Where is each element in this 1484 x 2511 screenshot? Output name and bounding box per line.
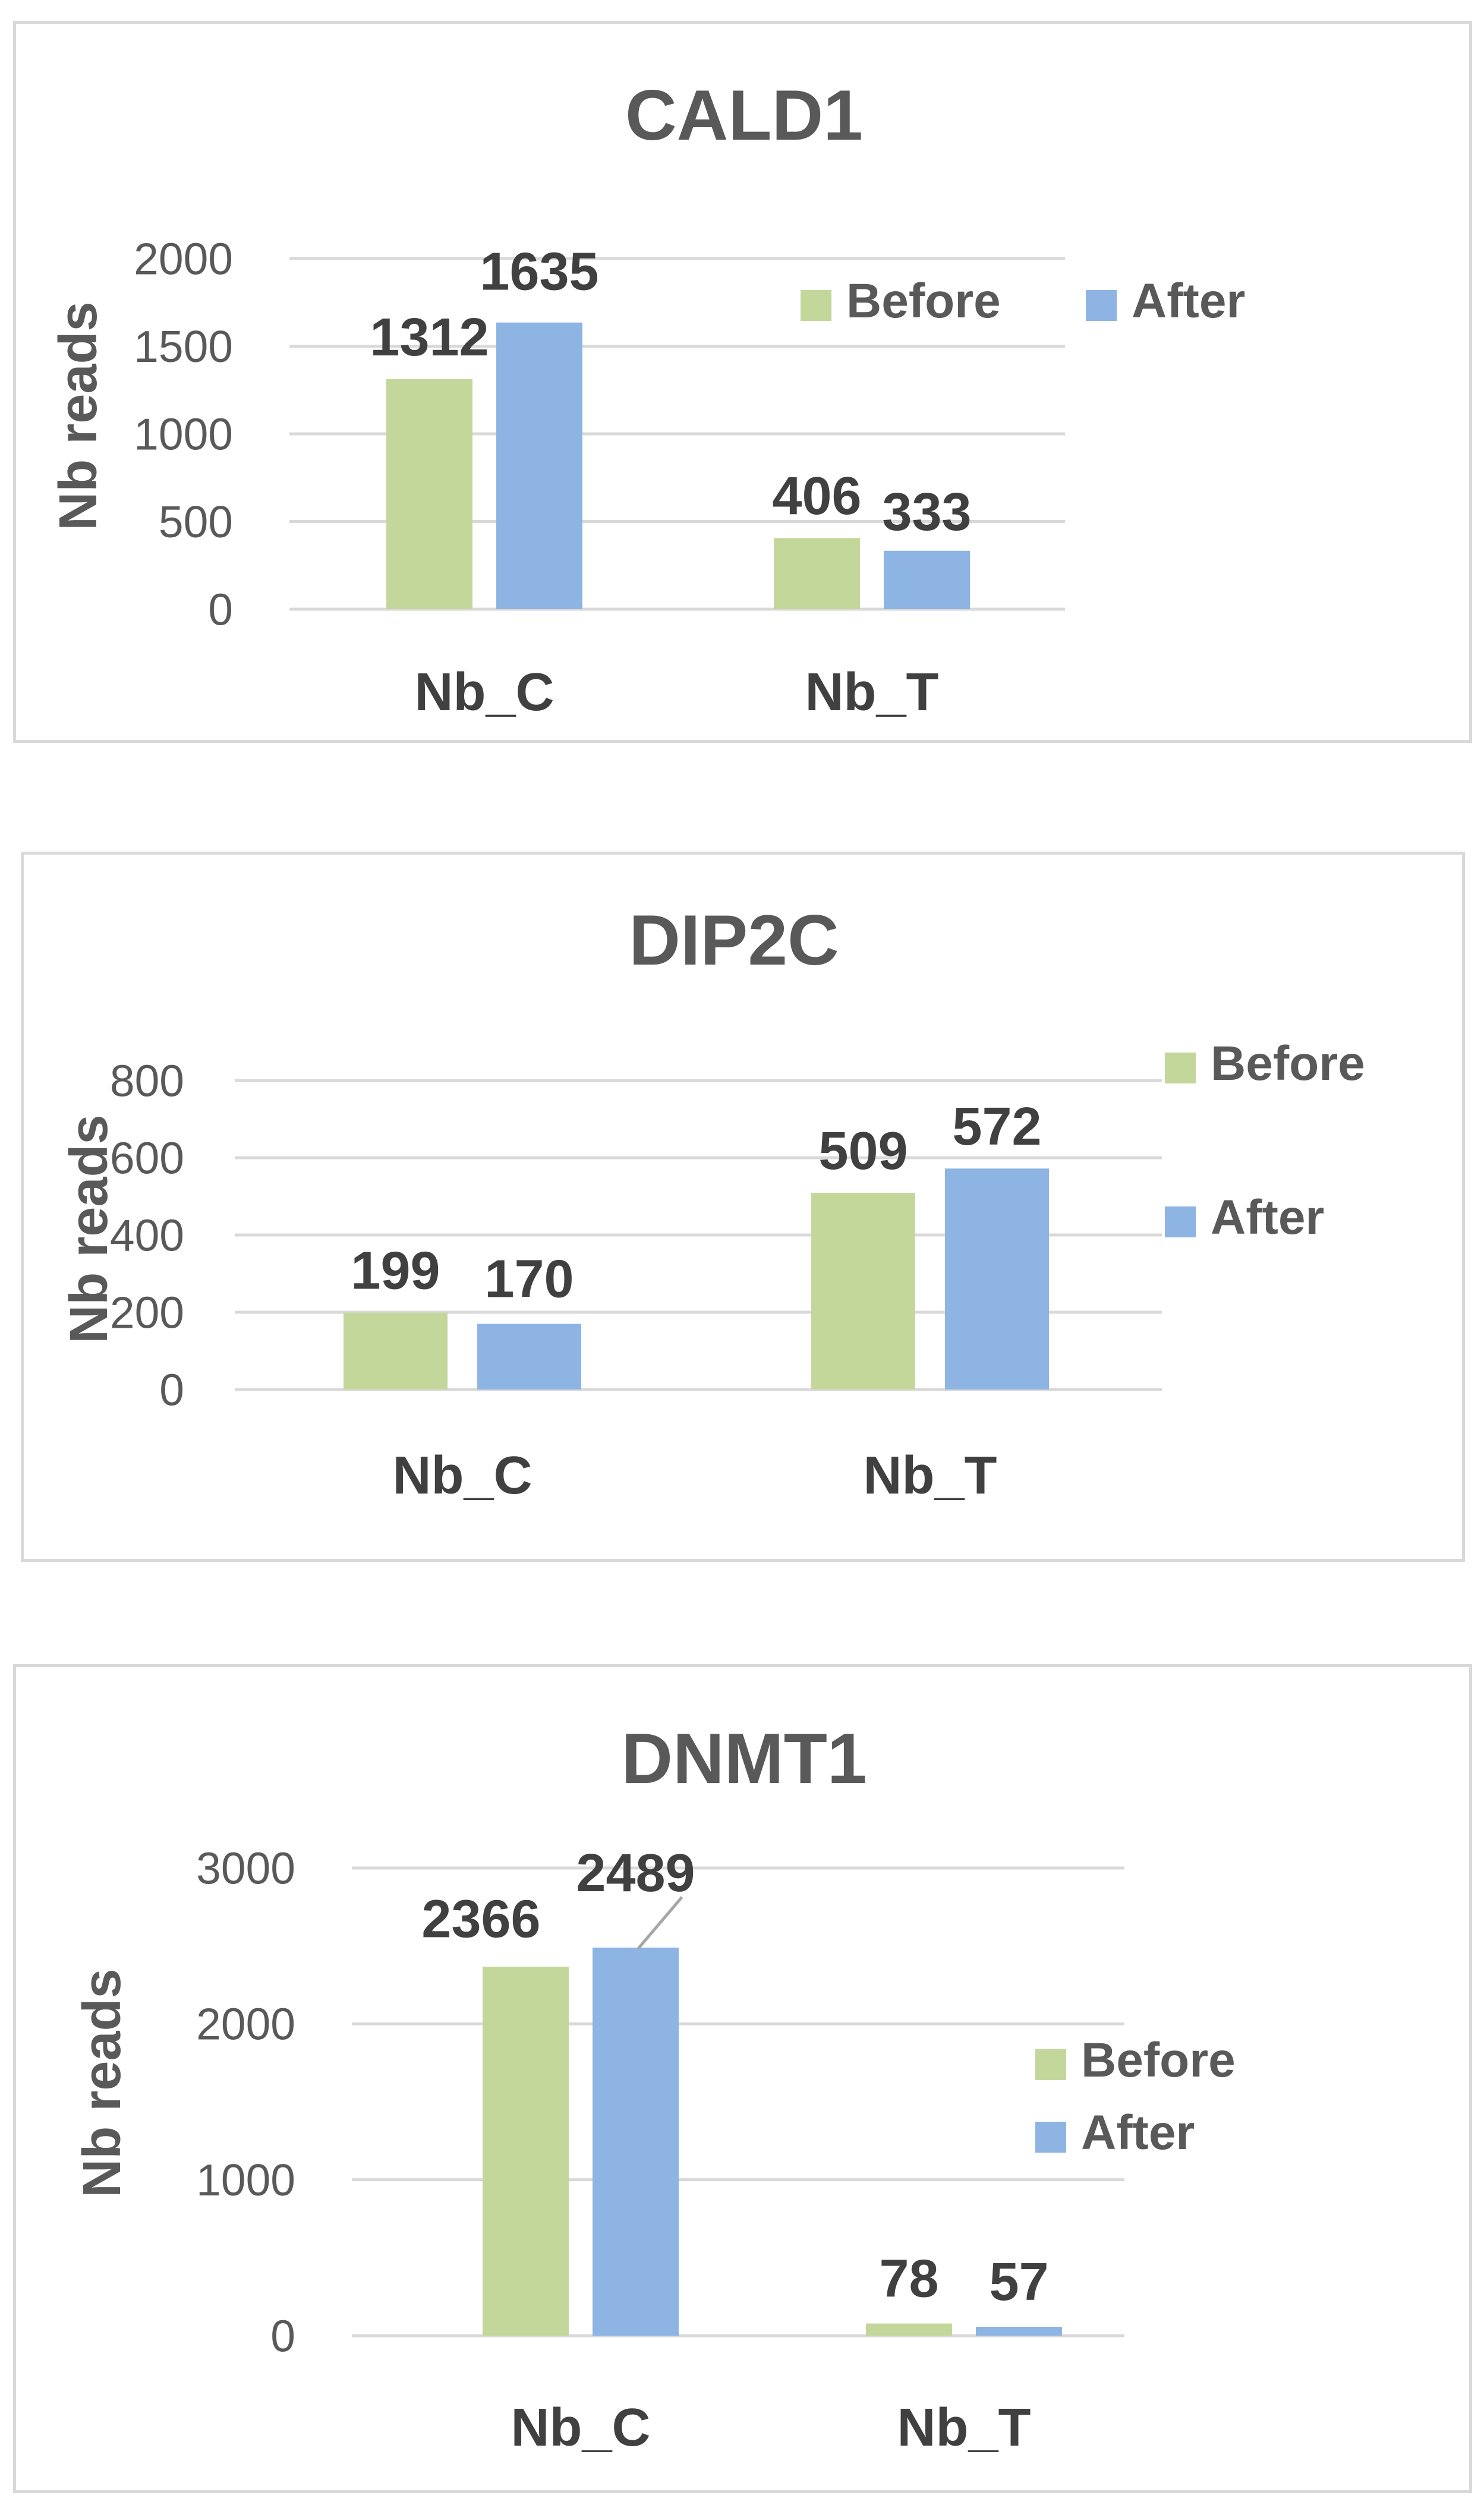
bar-before-nb-c [386,379,472,609]
legend-swatch-after [1035,2122,1066,2153]
bar-after-nb-t [976,2327,1062,2336]
bar-before-nb-t [811,1193,915,1390]
y-tick-label: 600 [110,1133,184,1183]
chart-title: CALD1 [625,75,863,155]
y-tick-label: 2000 [134,234,233,283]
bar-before-nb-c [344,1312,448,1390]
data-label-leader-line [637,1896,683,1950]
bar-after-nb-c [477,1324,581,1390]
bar-before-nb-t [774,538,860,609]
category-label: Nb_T [864,1446,997,1505]
category-label: Nb_T [897,2398,1031,2458]
legend-label-before: Before [1081,2033,1236,2087]
y-tick-label: 0 [208,584,233,634]
y-axis-label: Nb reads [73,1968,132,2197]
y-tick-label: 500 [159,497,233,547]
y-tick-label: 1000 [196,2155,295,2205]
y-tick-label: 1500 [134,322,233,371]
y-tick-label: 2000 [196,1999,295,2049]
data-label: 2366 [421,1889,540,1949]
legend-swatch-before [1165,1053,1196,1083]
data-label: 199 [351,1242,440,1301]
legend-label-after: After [1132,274,1245,328]
y-tick-label: 400 [110,1210,184,1260]
data-label: 509 [818,1121,908,1181]
chart-dip2c: DIP2C 0 200 400 600 800 Nb reads 199 170 Nb_C 509 5… [59,900,1365,1505]
data-label: 57 [989,2252,1048,2312]
legend-label-before: Before [846,274,1001,328]
y-tick-label: 0 [270,2311,295,2361]
category-label: Nb_T [805,663,939,722]
bar-before-nb-t [866,2323,952,2336]
data-label: 333 [882,483,971,542]
y-tick-label: 200 [110,1287,184,1337]
data-label: 572 [952,1097,1041,1157]
bar-after-nb-c [593,1948,679,2336]
data-label: 1635 [480,242,598,302]
chart-panel-dnmt1: DNMT1 0 1000 2000 3000 Nb reads 2366 2489 Nb_C 78… [13,1664,1472,2493]
chart-cald1: CALD1 0 500 1000 1500 2000 Nb reads 1312 1635 Nb_… [49,75,1245,722]
legend-label-after: After [1211,1190,1324,1245]
legend-label-after: After [1081,2106,1195,2160]
y-tick-label: 0 [159,1365,184,1414]
data-label: 78 [879,2249,938,2309]
y-axis-label: Nb reads [49,301,108,530]
chart-title: DNMT1 [621,1719,867,1798]
chart-panel-cald1: CALD1 0 500 1000 1500 2000 Nb reads 1312 1635 Nb_… [13,21,1472,743]
bar-after-nb-c [496,322,582,609]
category-label: Nb_C [392,1446,532,1505]
y-tick-label: 1000 [134,409,233,459]
data-label: 1312 [370,308,489,367]
category-label: Nb_C [414,663,554,722]
data-label: 406 [772,467,861,526]
legend-swatch-after [1086,290,1117,321]
data-label: 2489 [576,1844,695,1903]
legend-label-before: Before [1211,1036,1365,1091]
y-axis-label: Nb reads [59,1114,119,1343]
bar-after-nb-t [945,1168,1049,1390]
data-label: 170 [484,1250,574,1309]
chart-panel-dip2c: DIP2C 0 200 400 600 800 Nb reads 199 170 Nb_C 509 5… [21,852,1465,1562]
bar-before-nb-c [483,1967,569,2336]
chart-title: DIP2C [629,900,839,980]
bar-after-nb-t [884,550,970,609]
legend-swatch-after [1165,1206,1196,1237]
y-tick-label: 3000 [196,1843,295,1893]
legend-swatch-before [1035,2049,1066,2080]
legend-swatch-before [801,290,831,321]
y-tick-label: 800 [110,1056,184,1105]
category-label: Nb_C [511,2398,650,2458]
chart-dnmt1: DNMT1 0 1000 2000 3000 Nb reads 2366 2489 Nb_C 78… [73,1719,1236,2458]
